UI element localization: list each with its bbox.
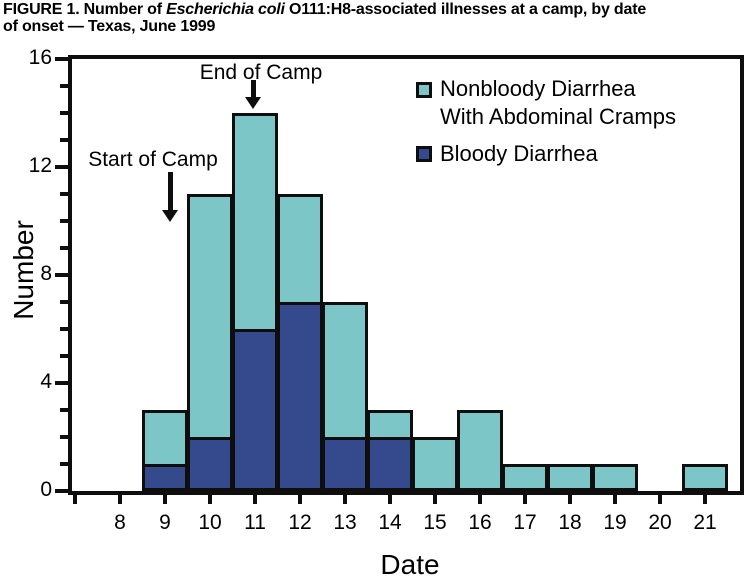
y-tick-11	[60, 192, 68, 196]
y-tick-label-16: 16	[28, 46, 52, 69]
y-tick-7	[60, 300, 68, 304]
bar-21-nonbloody	[682, 464, 728, 491]
x-tick-19	[613, 495, 617, 504]
legend-swatch-bloody	[416, 146, 432, 162]
y-tick-2	[60, 435, 68, 439]
x-tick-label-15: 15	[423, 511, 447, 534]
title-species-italic: Escherichia coli	[166, 1, 285, 18]
x-tick-13	[343, 495, 347, 504]
x-tick-label-9: 9	[159, 511, 171, 534]
x-tick-11	[253, 495, 257, 504]
bar-15-nonbloody	[412, 437, 458, 491]
y-tick-1	[60, 462, 68, 466]
start-of-camp-arrow-head-icon	[162, 210, 178, 222]
x-tick-label-19: 19	[603, 511, 627, 534]
bar-9-bloody	[142, 464, 188, 491]
x-tick-12	[298, 495, 302, 504]
y-tick-label-8: 8	[40, 262, 52, 285]
y-tick-10	[60, 219, 68, 223]
y-tick-label-4: 4	[40, 370, 52, 393]
bar-18-nonbloody	[547, 464, 593, 491]
x-tick-label-14: 14	[378, 511, 402, 534]
legend-swatch-nonbloody	[416, 82, 432, 98]
start-of-camp-arrow-shaft-icon	[168, 172, 173, 212]
bar-14-bloody	[367, 437, 413, 491]
y-tick-12	[55, 165, 68, 169]
x-tick-label-12: 12	[288, 511, 312, 534]
x-tick-21	[703, 495, 707, 504]
y-tick-13	[60, 138, 68, 142]
x-tick-17	[523, 495, 527, 504]
figure-title: FIGURE 1. Number of Escherichia coli O11…	[3, 1, 751, 35]
figure-title-line1: FIGURE 1. Number of Escherichia coli O11…	[3, 1, 751, 19]
bar-16-nonbloody	[457, 410, 503, 491]
x-tick-9	[163, 495, 167, 504]
x-tick-label-13: 13	[333, 511, 357, 534]
annotation-start-of-camp-label: Start of Camp	[88, 148, 218, 171]
bar-11-nonbloody	[232, 113, 278, 332]
x-tick-label-18: 18	[558, 511, 582, 534]
x-tick-10	[208, 495, 212, 504]
x-axis-title: Date	[380, 549, 440, 579]
annotation-end-of-camp-label: End of Camp	[199, 61, 323, 84]
plot-frame	[68, 55, 744, 495]
x-tick-label-11: 11	[244, 511, 266, 534]
x-tick-label-16: 16	[468, 511, 492, 534]
x-tick-20	[658, 495, 662, 504]
bar-10-bloody	[187, 437, 233, 491]
end-of-camp-arrow-head-icon	[245, 97, 261, 109]
legend-label-bloody: Bloody Diarrhea	[440, 141, 598, 166]
bar-12-bloody	[277, 302, 323, 491]
y-tick-14	[60, 111, 68, 115]
y-tick-3	[60, 408, 68, 412]
x-tick-label-20: 20	[648, 511, 672, 534]
x-tick-label-8: 8	[114, 511, 126, 534]
bar-12-nonbloody	[277, 194, 323, 305]
bar-10-nonbloody	[187, 194, 233, 440]
y-tick-label-0: 0	[40, 478, 52, 501]
x-tick-14	[388, 495, 392, 504]
bar-9-nonbloody	[142, 410, 188, 467]
title-text-suffix: O111:H8-associated illnesses at a camp, …	[284, 1, 647, 18]
title-text-prefix: FIGURE 1. Number of	[3, 1, 167, 18]
y-tick-6	[60, 327, 68, 331]
legend-label-nonbloody-line1: Nonbloody Diarrhea	[440, 76, 636, 101]
x-tick-label-21: 21	[693, 511, 717, 534]
x-tick-label-17: 17	[513, 511, 537, 534]
y-tick-15	[60, 84, 68, 88]
figure-title-line2: of onset — Texas, June 1999	[3, 17, 216, 35]
y-tick-4	[55, 381, 68, 385]
y-tick-16	[55, 57, 68, 61]
x-tick-label-10: 10	[198, 511, 222, 534]
y-tick-9	[60, 246, 68, 250]
legend-label-nonbloody-line2: With Abdominal Cramps	[440, 104, 676, 129]
x-tick-15	[433, 495, 437, 504]
y-tick-label-12: 12	[28, 154, 52, 177]
bar-13-nonbloody	[322, 302, 368, 440]
x-tick-18	[568, 495, 572, 504]
y-tick-8	[55, 273, 68, 277]
y-tick-0	[55, 489, 68, 493]
end-of-camp-arrow-shaft-icon	[251, 80, 256, 99]
x-tick-8	[118, 495, 122, 504]
y-tick-5	[60, 354, 68, 358]
bar-13-bloody	[322, 437, 368, 491]
x-tick-16	[478, 495, 482, 504]
bar-11-bloody	[232, 329, 278, 491]
bar-14-nonbloody	[367, 410, 413, 440]
x-tick-minor-left	[73, 495, 77, 504]
bar-17-nonbloody	[502, 464, 548, 491]
bar-19-nonbloody	[592, 464, 638, 491]
